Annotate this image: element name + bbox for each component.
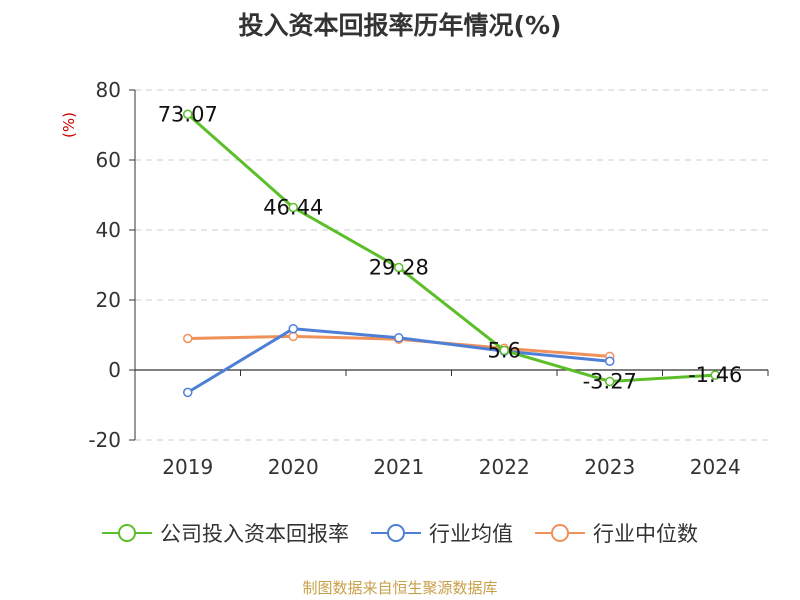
data-point — [605, 376, 615, 387]
x-tick-label: 2021 — [373, 455, 424, 479]
data-point — [710, 370, 720, 380]
data-point — [394, 333, 404, 343]
data-point — [605, 356, 615, 366]
axes: 80 60 40 20 0 -20 2019 2020 2021 2022 2023 2024 — [88, 78, 769, 479]
data-point — [394, 262, 404, 273]
x-tick-label: 2022 — [479, 455, 530, 479]
source-note: 制图数据来自恒生聚源数据库 — [302, 579, 498, 597]
y-tick-label: 0 — [108, 358, 121, 382]
data-point — [288, 323, 298, 334]
data-point — [183, 387, 193, 398]
legend: 公司投入资本回报率 行业均值 行业中位数 — [0, 518, 800, 548]
data-label: -3.27 — [583, 369, 637, 393]
chart-title: 投入资本回报率历年情况(%) — [238, 11, 562, 40]
y-tick-label: 20 — [96, 288, 121, 312]
data-point — [288, 331, 298, 342]
y-tick-label: 40 — [96, 218, 121, 242]
data-labels: 73.07 46.44 29.28 5.6 -3.27 -1.46 — [158, 102, 743, 393]
legend-item-industry-mean[interactable]: 行业均值 — [371, 518, 513, 548]
series-lines — [183, 109, 720, 398]
legend-line-circle-icon — [371, 524, 421, 542]
y-axis-label: (%) — [60, 112, 78, 138]
legend-label: 公司投入资本回报率 — [160, 522, 349, 546]
y-tick-label: 60 — [96, 148, 121, 172]
data-label: -1.46 — [688, 363, 742, 387]
grid-lines — [135, 89, 768, 441]
x-tick-label: 2023 — [584, 455, 635, 479]
data-label: 46.44 — [263, 195, 323, 219]
legend-line-circle-icon — [102, 524, 152, 542]
data-label: 5.6 — [488, 338, 521, 362]
data-point — [288, 202, 298, 213]
data-label: 73.07 — [158, 102, 218, 126]
y-tick-label: 80 — [96, 78, 121, 102]
legend-item-company[interactable]: 公司投入资本回报率 — [102, 518, 349, 548]
data-point — [499, 345, 509, 356]
y-tick-label: -20 — [88, 428, 121, 452]
data-point — [183, 333, 193, 344]
x-tick-label: 2024 — [690, 455, 741, 479]
legend-item-industry-median[interactable]: 行业中位数 — [535, 518, 698, 548]
legend-line-circle-icon — [535, 524, 585, 542]
series-line — [186, 113, 716, 383]
x-tick-label: 2019 — [162, 455, 213, 479]
legend-label: 行业均值 — [429, 522, 513, 546]
legend-label: 行业中位数 — [593, 522, 698, 546]
data-label: 29.28 — [369, 256, 429, 280]
x-tick-label: 2020 — [268, 455, 319, 479]
data-point — [183, 109, 193, 120]
